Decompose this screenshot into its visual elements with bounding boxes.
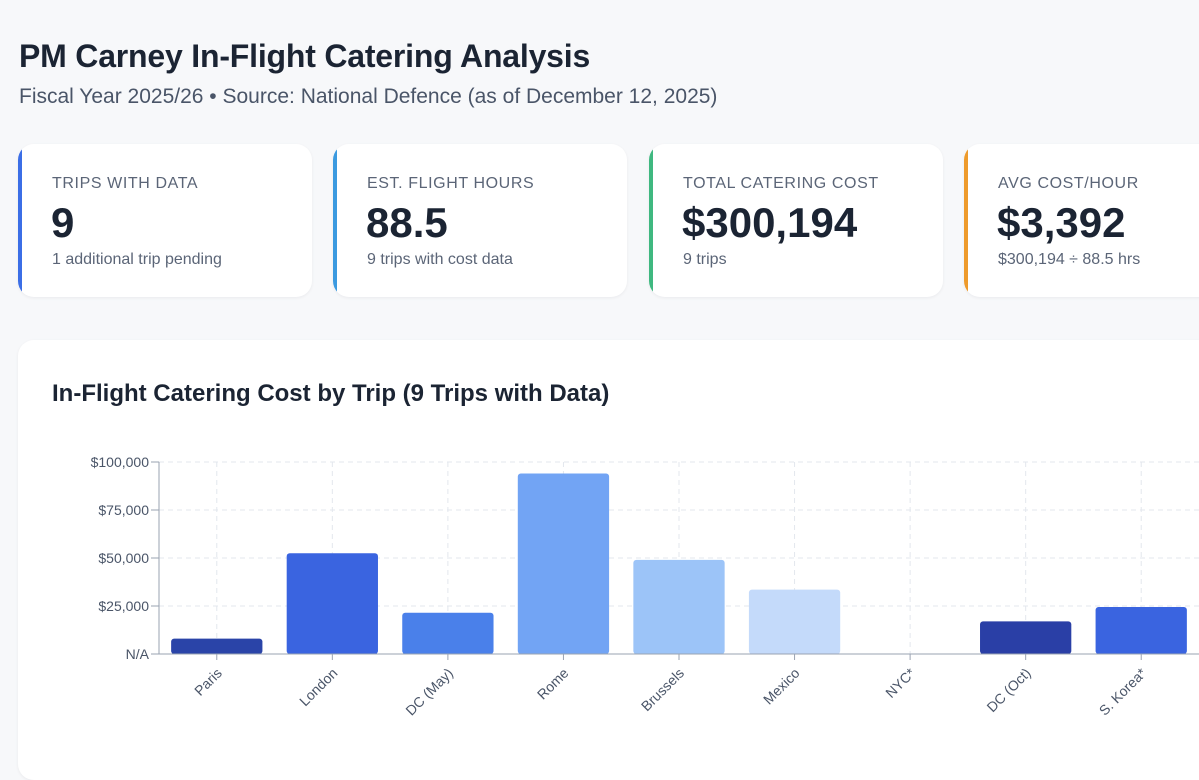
card-accent-bar xyxy=(18,144,22,297)
card-accent-bar xyxy=(333,144,337,297)
stat-value: $300,194 xyxy=(682,199,858,246)
page-subtitle: Fiscal Year 2025/26 • Source: National D… xyxy=(19,85,718,108)
stat-card-avg-cost: AVG COST/HOUR $3,392 $300,194 ÷ 88.5 hrs xyxy=(964,144,1199,297)
stat-card-flight-hours: EST. FLIGHT HOURS 88.5 9 trips with cost… xyxy=(333,144,627,297)
y-tick-label: N/A xyxy=(126,646,150,662)
stat-label: EST. FLIGHT HOURS xyxy=(367,175,535,192)
bar-brussels xyxy=(633,559,725,654)
x-tick-label: Rome xyxy=(534,665,572,703)
stat-note: 9 trips xyxy=(683,251,727,268)
stat-note: 9 trips with cost data xyxy=(367,251,513,268)
stat-value: 9 xyxy=(51,199,75,246)
stat-value: $3,392 xyxy=(997,199,1126,246)
x-tick-label: Brussels xyxy=(638,665,687,714)
stat-value: 88.5 xyxy=(366,199,448,246)
x-tick-label: DC (Oct) xyxy=(983,665,1033,715)
bar-london xyxy=(286,553,378,654)
bar-paris xyxy=(171,638,263,654)
bar-mexico xyxy=(748,589,841,654)
card-accent-bar xyxy=(649,144,653,297)
stat-note: $300,194 ÷ 88.5 hrs xyxy=(998,251,1141,268)
y-tick-label: $50,000 xyxy=(98,550,149,566)
stat-card-trips: TRIPS WITH DATA 9 1 additional trip pend… xyxy=(18,144,312,297)
x-tick-label: London xyxy=(296,665,340,709)
x-tick-label: DC (May) xyxy=(402,665,456,719)
stat-note: 1 additional trip pending xyxy=(52,251,222,268)
stat-label: TOTAL CATERING COST xyxy=(683,175,879,192)
bar-rome xyxy=(517,473,610,654)
page-title: PM Carney In-Flight Catering Analysis xyxy=(19,38,591,74)
stat-label: TRIPS WITH DATA xyxy=(52,175,199,192)
chart-title: In-Flight Catering Cost by Trip (9 Trips… xyxy=(52,380,610,407)
card-accent-bar xyxy=(964,144,968,297)
bar-s-korea xyxy=(1095,606,1187,654)
x-tick-label: NYC* xyxy=(882,664,918,700)
bar-chart: N/A $25,000 $50,000 $75,000 $100,000 Paris Lon… xyxy=(91,454,1199,719)
stat-card-total-cost: TOTAL CATERING COST $300,194 9 trips xyxy=(649,144,943,297)
page-header: PM Carney In-Flight Catering Analysis Fi… xyxy=(19,38,717,109)
y-tick-label: $25,000 xyxy=(98,598,149,614)
x-tick-label: Mexico xyxy=(760,665,803,708)
stat-label: AVG COST/HOUR xyxy=(998,175,1139,192)
y-tick-label: $100,000 xyxy=(91,454,150,470)
bar-dc-may xyxy=(402,612,494,654)
x-tick-label: S. Korea* xyxy=(1096,664,1150,718)
x-tick-label: Paris xyxy=(191,665,225,699)
y-tick-label: $75,000 xyxy=(98,502,149,518)
bar-dc-oct xyxy=(980,621,1072,654)
chart-panel: In-Flight Catering Cost by Trip (9 Trips… xyxy=(18,340,1199,780)
